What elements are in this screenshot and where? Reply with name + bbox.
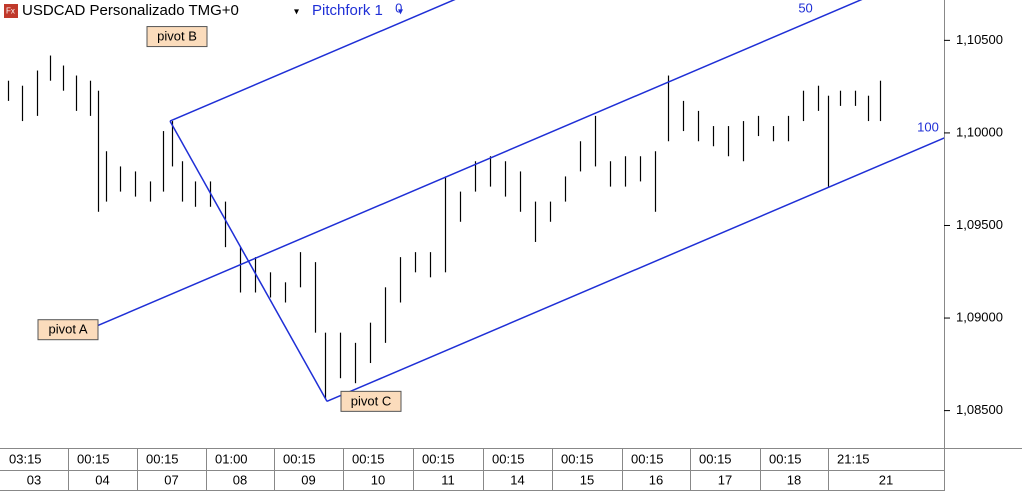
x-date-label: 17 — [718, 472, 732, 487]
x-date-label: 04 — [95, 472, 109, 487]
x-date-label: 11 — [441, 472, 455, 487]
pivot-label: pivot A — [48, 322, 87, 337]
x-tick-label: 00:15 — [699, 451, 732, 466]
x-tick-label: 00:15 — [283, 451, 316, 466]
pivot-label: pivot B — [157, 29, 197, 44]
x-tick-label: 03:15 — [9, 451, 42, 466]
pitchfork-level-label: 0 — [395, 0, 402, 15]
pivot-box — [340, 390, 402, 412]
x-tick-label: 01:00 — [215, 451, 248, 466]
dropdown-arrow[interactable]: ▾ — [398, 7, 403, 18]
x-tick-label: 00:15 — [561, 451, 594, 466]
x-date-label: 16 — [649, 472, 663, 487]
x-tick-label: 00:15 — [352, 451, 385, 466]
x-tick-label: 00:15 — [77, 451, 110, 466]
x-date-label: 14 — [510, 472, 524, 487]
x-date-label: 09 — [301, 472, 315, 487]
x-tick-label: 21:15 — [837, 451, 870, 466]
symbol-icon — [4, 4, 18, 18]
pitchfork-line — [87, 0, 863, 331]
dropdown-arrow[interactable]: ▾ — [294, 7, 299, 18]
x-tick-label: 00:15 — [769, 451, 802, 466]
icon-text: Fx — [6, 7, 15, 16]
y-tick-label: 1,09500 — [956, 217, 1003, 232]
pitchfork-level-label: 100 — [917, 119, 939, 134]
y-tick-label: 1,10500 — [956, 32, 1003, 47]
plot-area — [7, 0, 944, 403]
x-tick-label: 00:15 — [146, 451, 179, 466]
x-date-label: 21 — [879, 472, 893, 487]
x-tick-label: 00:15 — [492, 451, 525, 466]
pivot-box — [146, 26, 208, 48]
y-tick-label: 1,10000 — [956, 124, 1003, 139]
pivot-label: pivot C — [351, 393, 391, 408]
y-tick-label: 1,08500 — [956, 402, 1003, 417]
pivot-box — [37, 319, 99, 341]
chart-title[interactable]: USDCAD Personalizado TMG+0 — [22, 2, 239, 19]
x-date-label: 18 — [787, 472, 801, 487]
y-tick-label: 1,09000 — [956, 309, 1003, 324]
x-date-label: 03 — [27, 472, 41, 487]
pitchfork-level-label: 50 — [798, 0, 812, 15]
pivot-annotation: pivot A — [37, 319, 99, 341]
pivot-annotation: pivot B — [146, 26, 208, 48]
pitchfork-line — [326, 137, 944, 403]
indicator-name[interactable]: Pitchfork 1 — [312, 2, 383, 19]
x-date-label: 15 — [580, 472, 594, 487]
x-date-label: 08 — [233, 472, 247, 487]
pivot-annotation: pivot C — [340, 390, 402, 412]
x-date-label: 10 — [371, 472, 385, 487]
x-tick-label: 00:15 — [631, 451, 664, 466]
x-date-label: 07 — [164, 472, 178, 487]
header[interactable]: Fx USDCAD Personalizado TMG+0 ▾ Pitchfor… — [4, 2, 403, 19]
pitchfork-line — [169, 0, 456, 122]
x-tick-label: 00:15 — [422, 451, 455, 466]
